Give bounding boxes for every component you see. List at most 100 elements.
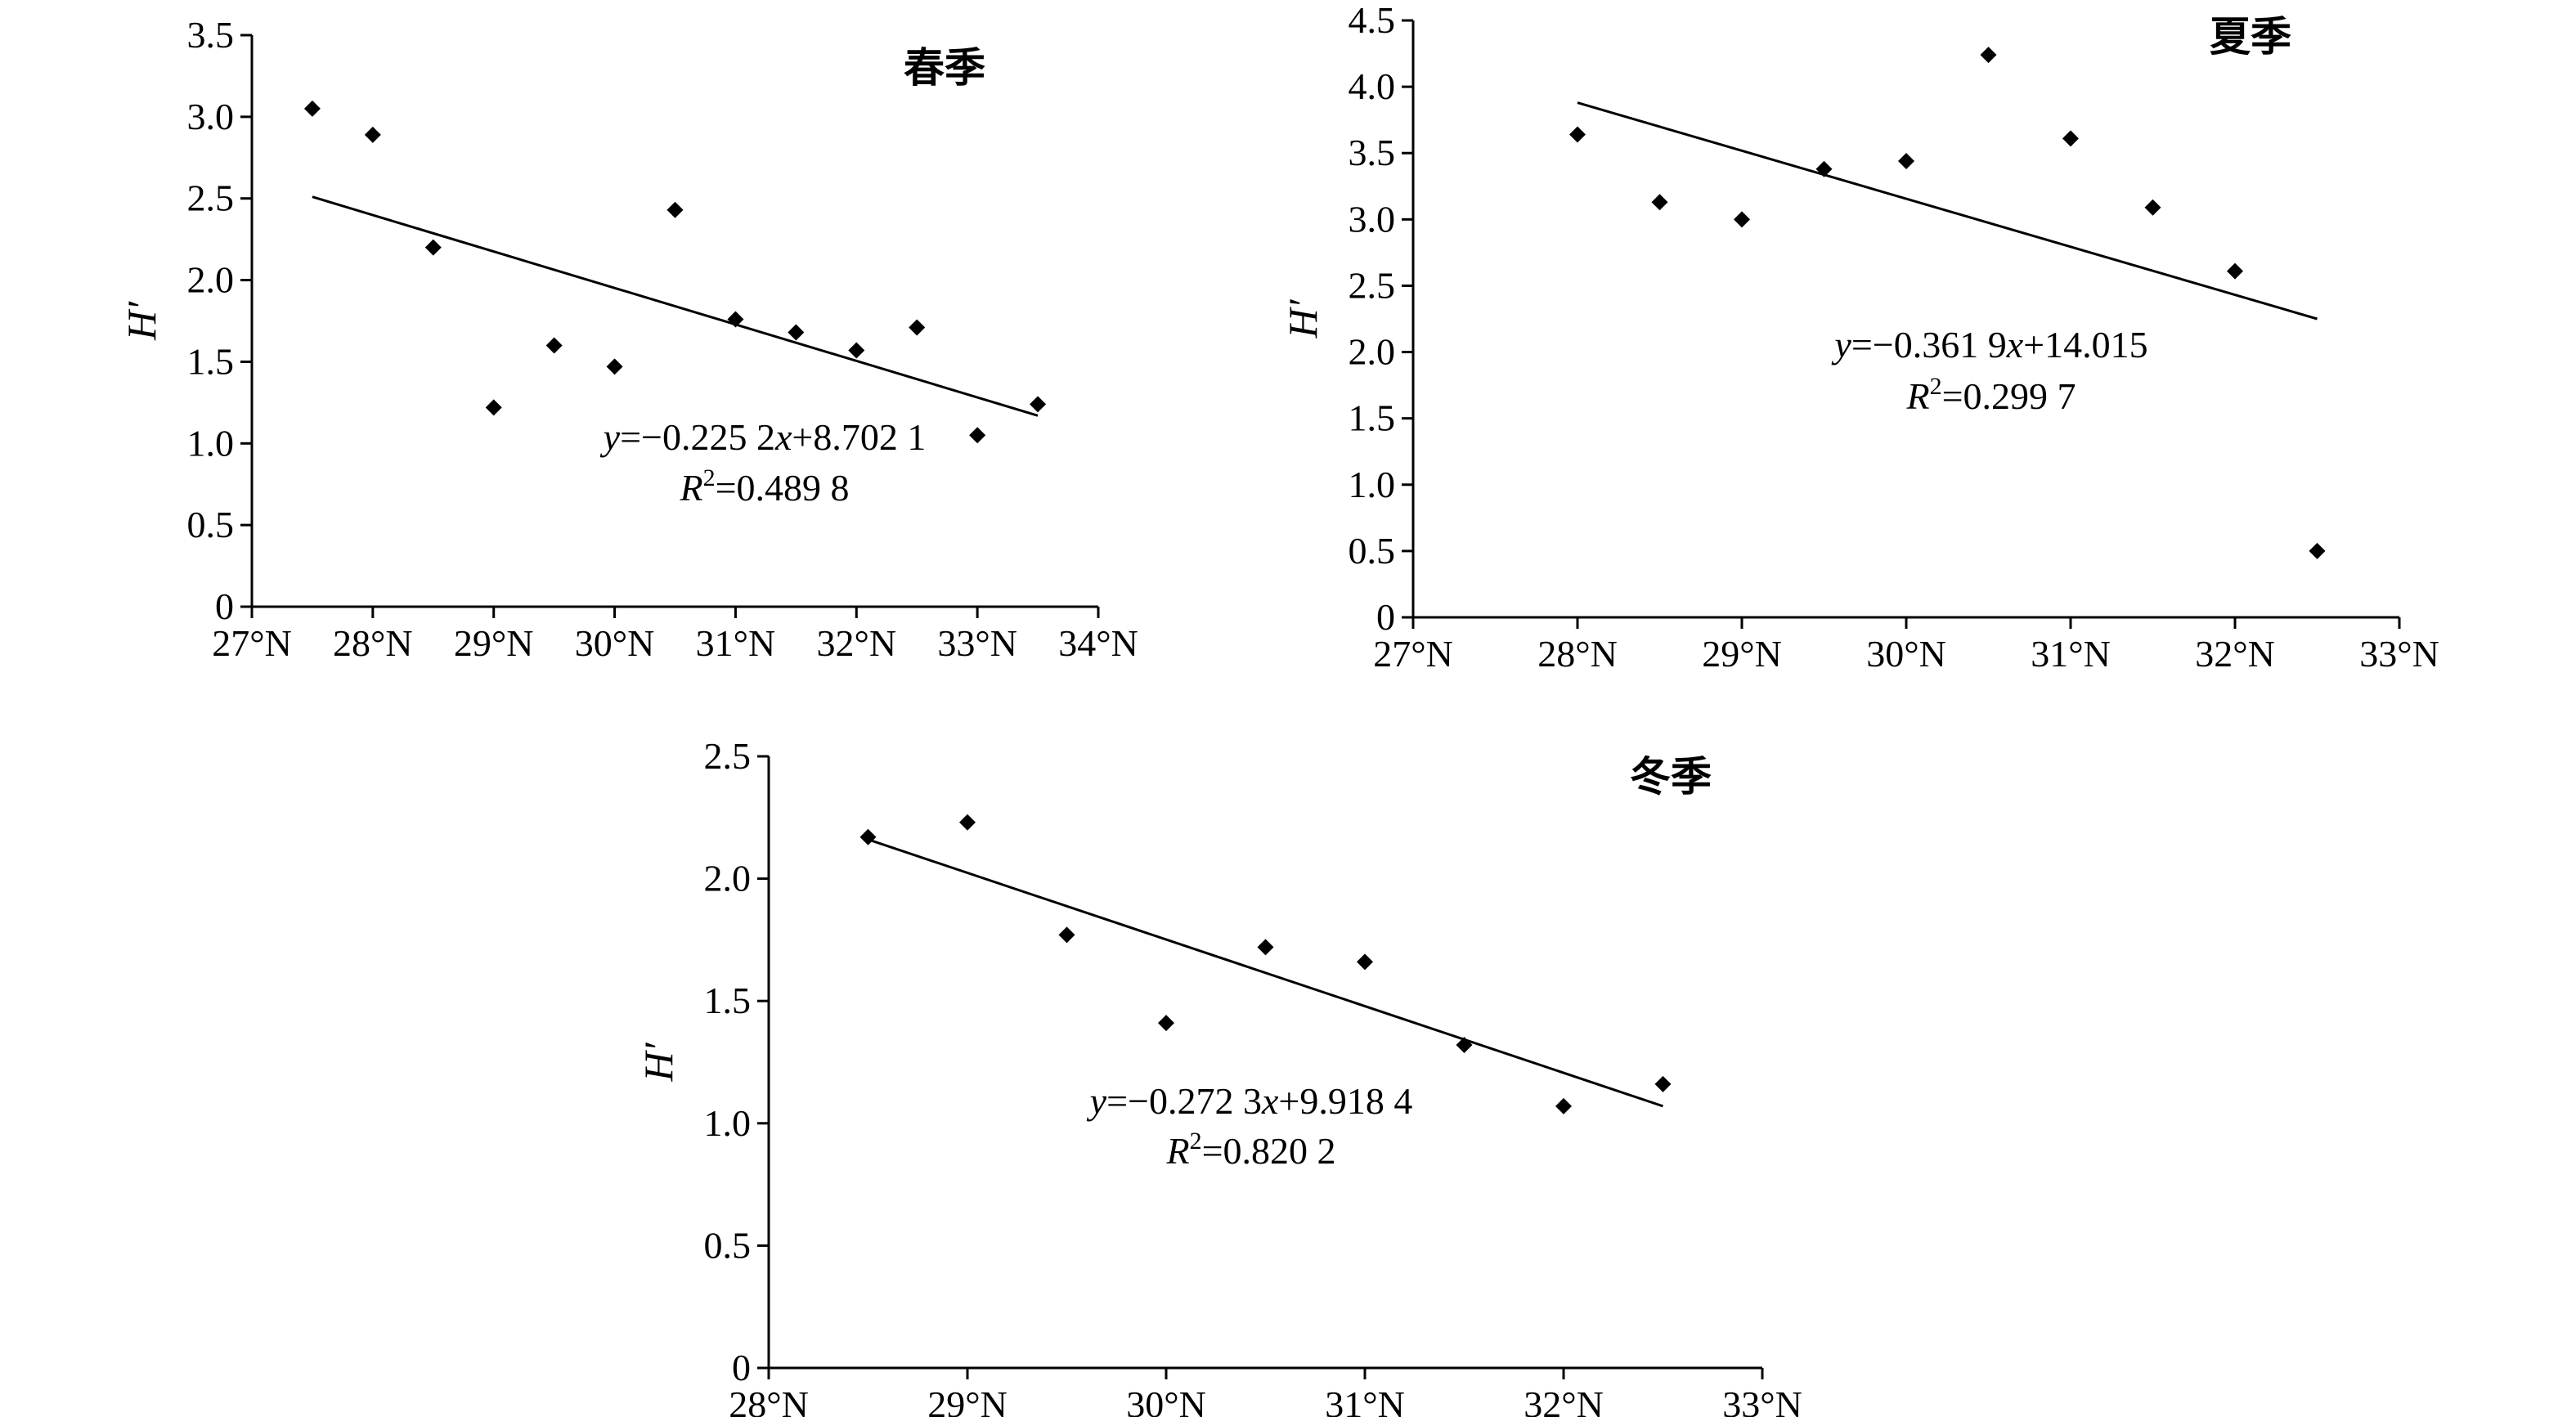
equation-variable: y [1087, 1080, 1107, 1122]
data-point [2227, 262, 2243, 280]
equation-coefficient: =−0.361 9 [1851, 324, 2007, 365]
equation-coefficient: +8.702 1 [792, 416, 926, 458]
x-tick-label: 32°N [2195, 633, 2275, 675]
x-tick-label: 31°N [2031, 633, 2111, 675]
trendline [312, 195, 1039, 417]
y-tick-label: 0 [1376, 596, 1395, 638]
regression-equation: y=−0.361 9x+14.015 [1831, 324, 2147, 365]
r-symbol: R [679, 467, 702, 509]
data-point [485, 399, 502, 416]
x-tick-label: 34°N [1058, 622, 1138, 664]
chart-title: 春季 [904, 45, 985, 91]
data-point [1898, 152, 1914, 169]
r-superscript: 2 [1930, 373, 1942, 400]
equation-variable: y [1831, 324, 1851, 365]
data-point [1734, 211, 1750, 228]
data-point [303, 100, 321, 117]
y-tick-label: 1.5 [187, 340, 235, 382]
x-tick-label: 32°N [816, 622, 896, 664]
y-tick-label: 2.5 [704, 735, 752, 777]
chart-panel-3: 0 0.5 1.0 1.5 2.0 2.5 28°N 29°N 30°N 31°N 32°N 33°N… [635, 735, 1802, 1417]
r-value: =0.299 7 [1942, 375, 2076, 417]
x-tick-label: 28°N [1537, 633, 1618, 675]
y-tick-label: 3.0 [187, 96, 235, 137]
y-tick-label: 0.5 [704, 1224, 752, 1266]
equation-variable: x [1261, 1080, 1279, 1122]
data-point [2062, 130, 2079, 147]
equation-coefficient: =−0.272 3 [1106, 1080, 1262, 1122]
equation-coefficient: =−0.225 2 [620, 416, 775, 458]
data-point [424, 239, 442, 256]
r-symbol: R [1905, 375, 1929, 417]
data-point [1357, 953, 1373, 971]
data-point [1158, 1015, 1174, 1032]
data-point [788, 324, 805, 341]
equation-variable: x [2006, 324, 2024, 365]
x-tick-label: 29°N [1702, 633, 1782, 675]
x-tick-label: 31°N [696, 622, 776, 664]
r-superscript: 2 [703, 464, 716, 491]
r-squared-value: R2=0.489 8 [679, 464, 849, 509]
y-tick-label: 1.5 [704, 980, 752, 1021]
y-tick-label: 2.0 [187, 259, 235, 301]
y-tick-label: 1.5 [1349, 397, 1396, 439]
equation-coefficient: +14.015 [2023, 324, 2147, 365]
y-tick-label: 1.0 [1349, 464, 1396, 505]
y-axis-label: H′ [635, 1042, 681, 1082]
data-point [1257, 939, 1274, 956]
x-tick-label: 27°N [1373, 633, 1453, 675]
x-tick-label: 31°N [1325, 1383, 1405, 1417]
y-axis-label: H′ [1280, 298, 1326, 339]
equation-coefficient: +9.918 4 [1278, 1080, 1412, 1122]
equation-variable: x [774, 416, 792, 458]
data-point [1980, 47, 1997, 64]
data-point [1654, 1075, 1672, 1092]
y-tick-label: 2.0 [704, 858, 752, 899]
y-tick-label: 0.5 [1349, 530, 1396, 572]
r-squared-value: R2=0.820 2 [1165, 1128, 1335, 1172]
data-point [859, 828, 877, 845]
y-tick-label: 3.5 [1349, 132, 1396, 173]
r-value: =0.489 8 [716, 467, 850, 509]
x-tick-label: 33°N [1722, 1383, 1802, 1417]
r-value: =0.820 2 [1202, 1130, 1336, 1172]
y-tick-label: 2.5 [187, 177, 235, 219]
data-point [1815, 160, 1833, 177]
r-squared-value: R2=0.299 7 [1905, 373, 2076, 417]
regression-equation: y=−0.225 2x+8.702 1 [600, 416, 927, 458]
data-point [1569, 126, 1586, 143]
x-tick-label: 30°N [1126, 1383, 1206, 1417]
x-tick-label: 33°N [937, 622, 1017, 664]
chart-panel-2: 0 0.5 1.0 1.5 2.0 2.5 3.0 3.5 4.0 4.5 27°N 28°N 29°N… [1280, 0, 2439, 675]
r-superscript: 2 [1190, 1128, 1202, 1155]
y-tick-label: 0.5 [187, 504, 235, 545]
trendline [868, 838, 1663, 1108]
y-tick-label: 0 [215, 585, 234, 627]
x-tick-label: 27°N [212, 622, 292, 664]
regression-equation: y=−0.272 3x+9.918 4 [1087, 1080, 1413, 1122]
trendline [1577, 101, 2318, 321]
y-tick-label: 0 [732, 1347, 751, 1388]
data-point [2144, 199, 2161, 216]
data-point [364, 126, 381, 143]
data-point [1058, 926, 1075, 944]
data-point [969, 427, 986, 444]
y-tick-label: 2.0 [1349, 331, 1396, 373]
y-tick-label: 2.5 [1349, 264, 1396, 306]
data-point [1651, 194, 1668, 211]
x-tick-label: 28°N [333, 622, 413, 664]
x-tick-label: 32°N [1524, 1383, 1604, 1417]
x-tick-label: 29°N [454, 622, 534, 664]
y-tick-label: 4.5 [1349, 0, 1396, 41]
data-point [727, 311, 744, 328]
x-tick-label: 30°N [575, 622, 655, 664]
equation-variable: y [600, 416, 621, 458]
r-symbol: R [1165, 1130, 1189, 1172]
data-point [848, 342, 865, 359]
x-tick-label: 30°N [1866, 633, 1946, 675]
y-tick-label: 1.0 [187, 422, 235, 464]
y-tick-label: 3.0 [1349, 198, 1396, 240]
chart-title: 夏季 [2210, 14, 2291, 60]
